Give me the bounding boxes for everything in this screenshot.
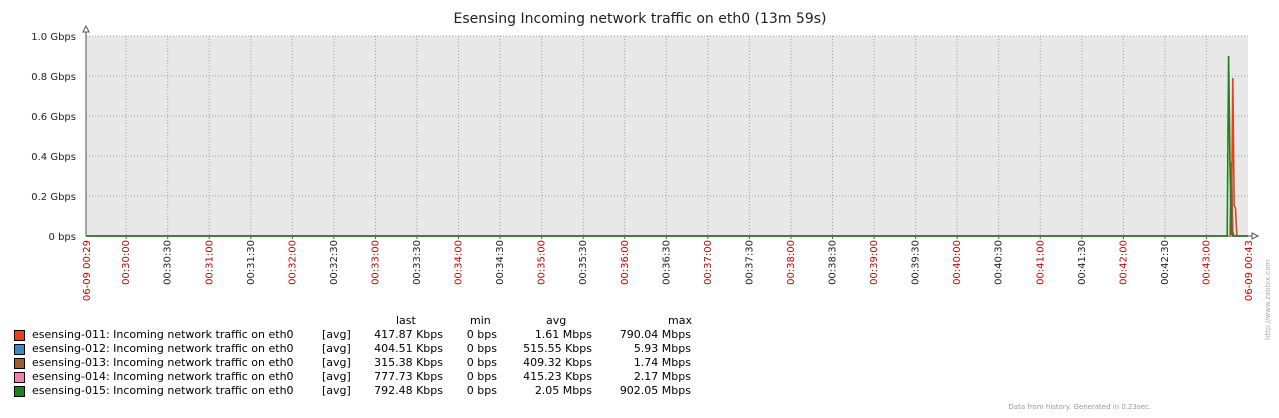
x-tick-label: 00:34:00 [454, 240, 465, 285]
legend-min-value: 0 bps [466, 342, 497, 355]
legend-swatch [14, 358, 25, 369]
x-tick-label: 00:31:00 [204, 240, 215, 285]
legend-item: esensing-013: Incoming network traffic o… [0, 356, 760, 370]
y-tick-label: 0.4 Gbps [31, 152, 76, 163]
x-tick-label: 00:39:30 [911, 240, 922, 285]
legend-header: last min avg max [0, 314, 760, 328]
chart-legend: esensing-011: Incoming network traffic o… [0, 328, 760, 398]
legend-swatch [14, 330, 25, 341]
zabbix-watermark: http://www.zabbix.com [1264, 259, 1272, 340]
x-tick-label: 00:40:30 [994, 240, 1005, 285]
legend-swatch [14, 386, 25, 397]
legend-item: esensing-012: Incoming network traffic o… [0, 342, 760, 356]
y-axis-arrow [82, 24, 90, 33]
x-tick-label: 00:35:00 [537, 240, 548, 285]
legend-swatch [14, 344, 25, 355]
x-tick-label: 00:32:30 [329, 240, 340, 285]
legend-max-value: 902.05 Mbps [619, 384, 691, 397]
legend-col-avg: avg [546, 314, 567, 327]
legend-col-last: last [396, 314, 416, 327]
x-tick-label: 00:40:00 [952, 240, 963, 285]
legend-avg-value: 515.55 Kbps [523, 342, 592, 355]
x-tick-label: 00:39:00 [869, 240, 880, 285]
legend-function: [avg] [322, 356, 351, 369]
legend-item: esensing-015: Incoming network traffic o… [0, 384, 760, 398]
legend-max-value: 790.04 Mbps [619, 328, 691, 341]
y-tick-label: 0.2 Gbps [31, 192, 76, 203]
legend-max-value: 1.74 Mbps [633, 356, 691, 369]
x-tick-label: 00:38:00 [786, 240, 797, 285]
legend-last-value: 417.87 Kbps [374, 328, 443, 341]
x-axis-arrow [1251, 232, 1260, 240]
legend-min-value: 0 bps [466, 328, 497, 341]
legend-function: [avg] [322, 342, 351, 355]
x-tick-label: 00:36:00 [620, 240, 631, 285]
legend-avg-value: 415.23 Kbps [523, 370, 592, 383]
legend-item: esensing-014: Incoming network traffic o… [0, 370, 760, 384]
legend-series-name: esensing-014: Incoming network traffic o… [32, 370, 294, 383]
legend-last-value: 792.48 Kbps [374, 384, 443, 397]
legend-col-max: max [668, 314, 692, 327]
x-tick-label: 00:31:30 [246, 240, 257, 285]
plot-area: 0 bps 0.2 Gbps 0.4 Gbps 0.6 Gbps 0.8 Gbps 1.0… [31, 24, 1260, 301]
legend-avg-value: 409.32 Kbps [523, 356, 592, 369]
y-tick-label: 1.0 Gbps [31, 32, 76, 43]
legend-function: [avg] [322, 370, 351, 383]
legend-col-min: min [470, 314, 491, 327]
legend-last-value: 404.51 Kbps [374, 342, 443, 355]
y-tick-label: 0.6 Gbps [31, 112, 76, 123]
x-tick-label: 00:36:30 [661, 240, 672, 285]
legend-min-value: 0 bps [466, 370, 497, 383]
y-tick-label: 0 bps [49, 232, 76, 243]
y-tick-label: 0.8 Gbps [31, 72, 76, 83]
legend-min-value: 0 bps [466, 356, 497, 369]
legend-series-name: esensing-013: Incoming network traffic o… [32, 356, 294, 369]
legend-item: esensing-011: Incoming network traffic o… [0, 328, 760, 342]
x-tick-label: 00:37:30 [744, 240, 755, 285]
legend-function: [avg] [322, 328, 351, 341]
generated-note: Data from history. Generated in 0.23sec. [1008, 403, 1151, 411]
x-tick-label: 00:43:00 [1201, 240, 1212, 285]
x-tick-label: 00:32:00 [287, 240, 298, 285]
series-line-5 [86, 55, 1248, 237]
x-tick-label: 00:35:30 [578, 240, 589, 285]
x-tick-label: 00:42:00 [1118, 240, 1129, 285]
legend-series-name: esensing-012: Incoming network traffic o… [32, 342, 294, 355]
x-tick-label: 00:30:30 [163, 240, 174, 285]
x-tick-label: 00:42:30 [1160, 240, 1171, 285]
x-tick-label: 00:30:00 [121, 240, 132, 285]
x-tick-label: 00:41:30 [1077, 240, 1088, 285]
legend-last-value: 777.73 Kbps [374, 370, 443, 383]
plot-background [86, 36, 1248, 236]
legend-min-value: 0 bps [466, 384, 497, 397]
legend-avg-value: 1.61 Mbps [534, 328, 592, 341]
legend-series-name: esensing-015: Incoming network traffic o… [32, 384, 294, 397]
legend-swatch [14, 372, 25, 383]
legend-last-value: 315.38 Kbps [374, 356, 443, 369]
chart-title: Esensing Incoming network traffic on eth… [454, 11, 827, 27]
x-tick-label: 00:33:00 [370, 240, 381, 285]
traffic-chart: Esensing Incoming network traffic on eth… [31, 11, 1260, 301]
x-tick-label: 00:41:00 [1035, 240, 1046, 285]
x-tick-label: 00:34:30 [495, 240, 506, 285]
x-range-label: 06-09 00:43 [1244, 240, 1255, 301]
legend-avg-value: 2.05 Mbps [534, 384, 592, 397]
x-range-label: 06-09 00:29 [82, 240, 93, 301]
legend-function: [avg] [322, 384, 351, 397]
x-tick-label: 00:37:00 [703, 240, 714, 285]
legend-series-name: esensing-011: Incoming network traffic o… [32, 328, 294, 341]
x-tick-label: 00:33:30 [412, 240, 423, 285]
x-tick-label: 00:38:30 [828, 240, 839, 285]
legend-max-value: 2.17 Mbps [633, 370, 691, 383]
legend-max-value: 5.93 Mbps [633, 342, 691, 355]
